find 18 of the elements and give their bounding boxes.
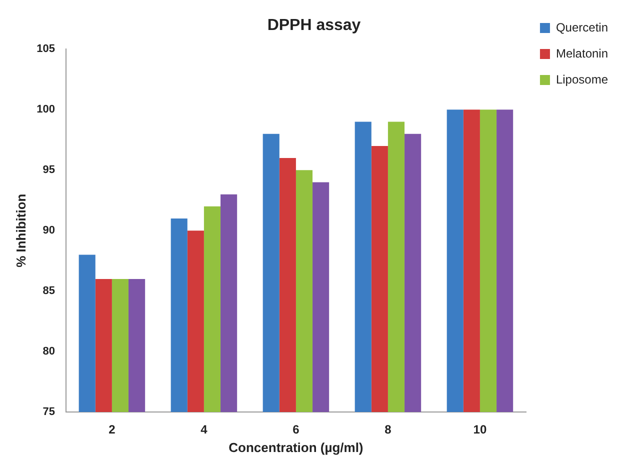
- y-tick-label: 90: [42, 224, 55, 237]
- x-tick-label: 2: [108, 422, 116, 437]
- x-tick-label: 8: [384, 422, 392, 437]
- x-tick-label: 10: [473, 422, 487, 437]
- y-tick-label: 100: [36, 104, 55, 116]
- legend-label: Quercetin: [556, 20, 608, 34]
- y-tick-label: 95: [42, 164, 55, 176]
- legend-label: Melatonin: [556, 46, 608, 60]
- y-tick-label: 75: [42, 406, 55, 418]
- legend-label: Liposome: [556, 72, 608, 86]
- x-axis-title: Concentration (µg/ml): [228, 440, 364, 455]
- x-tick-label: 6: [292, 422, 300, 437]
- y-tick-label: 105: [36, 43, 55, 56]
- y-tick-label: 80: [42, 346, 55, 358]
- y-axis-title: % Inhibition: [13, 194, 28, 268]
- y-tick-label: 85: [42, 285, 55, 298]
- chart-title: DPPH assay: [267, 17, 361, 34]
- x-tick-label: 4: [200, 422, 208, 437]
